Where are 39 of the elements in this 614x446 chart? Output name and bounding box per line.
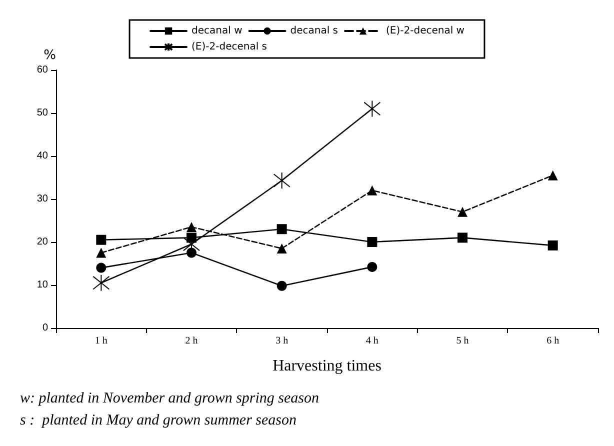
- x-tick-label: 5 h: [456, 336, 469, 346]
- point: [367, 237, 378, 247]
- point: [92, 274, 110, 292]
- legend-label: decanal s: [290, 26, 338, 36]
- point: [186, 248, 196, 258]
- text: w: planted in November and grown spring season: [20, 390, 320, 406]
- x-tick-label: 3 h: [276, 336, 288, 346]
- point: [367, 262, 378, 272]
- y-tick-label: 10: [36, 280, 48, 290]
- x-tick-label: 4 h: [366, 336, 378, 346]
- y-axis-title: %: [44, 48, 56, 63]
- y-tick-label: 50: [36, 108, 48, 118]
- point: [276, 224, 287, 234]
- y-tick-label: 30: [36, 194, 48, 204]
- x-tick-label: 6 h: [546, 336, 560, 346]
- point: [96, 234, 106, 245]
- legend-label: (E)-2-decenal s: [192, 42, 268, 52]
- y-tick-label: 20: [36, 236, 48, 248]
- legend-label: (E)-2-decenal w: [386, 26, 464, 36]
- point: [273, 172, 290, 190]
- point: [548, 240, 558, 250]
- y-tick-label: 0: [42, 322, 48, 334]
- x-axis-title: Harvesting times: [272, 358, 382, 374]
- x-tick-label: 1 h: [94, 336, 108, 346]
- y-tick-label: 60: [36, 64, 48, 76]
- point: [96, 248, 106, 258]
- point: [96, 262, 106, 273]
- point: [458, 206, 468, 217]
- y-tick-label: 40: [36, 150, 48, 162]
- point: [548, 170, 558, 180]
- point: [364, 100, 381, 118]
- point: [276, 243, 287, 254]
- point: [458, 232, 468, 243]
- text: s : planted in May and grown summer season: [20, 412, 297, 428]
- point: [276, 280, 287, 291]
- x-tick-label: 2 h: [185, 336, 198, 346]
- point: [186, 222, 196, 232]
- legend-label: decanal w: [192, 26, 242, 36]
- point: [367, 185, 378, 196]
